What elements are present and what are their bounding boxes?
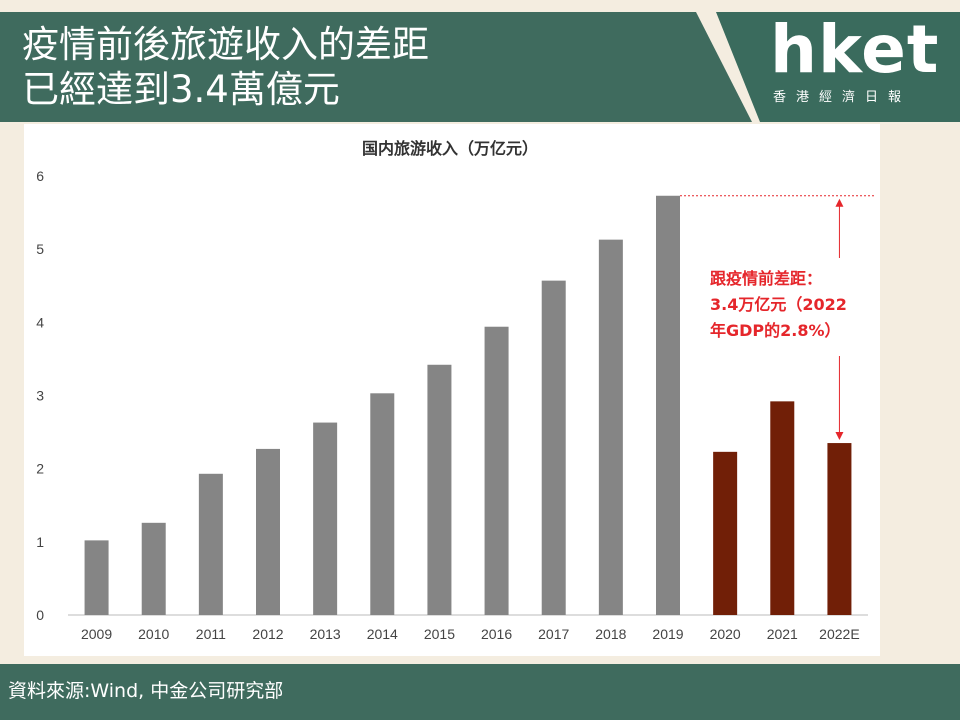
logo-box <box>716 12 960 122</box>
y-tick-label: 5 <box>36 241 44 257</box>
bar-2017 <box>541 280 566 615</box>
x-tick-label: 2015 <box>424 626 455 642</box>
headline-line-1: 疫情前後旅遊收入的差距 <box>22 23 429 66</box>
bar-2013 <box>313 422 338 615</box>
x-tick-label: 2010 <box>138 626 169 642</box>
bar-2011 <box>198 473 223 615</box>
bar-2016 <box>484 326 509 615</box>
arrow-down-head <box>835 432 844 441</box>
y-tick-label: 0 <box>36 607 44 623</box>
x-tick-label: 2021 <box>767 626 798 642</box>
bar-2009 <box>84 540 109 615</box>
x-tick-label: 2016 <box>481 626 512 642</box>
headline: 疫情前後旅遊收入的差距 已經達到3.4萬億元 <box>22 22 702 112</box>
headline-line-2: 已經達到3.4萬億元 <box>22 68 340 111</box>
annotation-line-1: 跟疫情前差距： <box>710 269 822 288</box>
y-tick-label: 1 <box>36 534 44 550</box>
annotation-line-2: 3.4万亿元（2022 <box>710 295 847 314</box>
bar-chart: 国内旅游收入（万亿元） 0 1 2 3 4 5 6 2009 2010 2011 2012 2013… <box>36 139 876 642</box>
annotation-line-3: 年GDP的2.8%） <box>710 321 841 340</box>
chart-title: 国内旅游收入（万亿元） <box>362 139 538 158</box>
x-tick-label: 2009 <box>81 626 112 642</box>
bar-2010 <box>141 522 166 615</box>
source-text: 資料來源:Wind, 中金公司研究部 <box>8 680 284 702</box>
bar-2015 <box>427 364 452 615</box>
bar-2022E <box>827 443 852 615</box>
bar-2021 <box>770 401 795 615</box>
x-tick-label: 2019 <box>652 626 683 642</box>
x-tick-label: 2020 <box>710 626 741 642</box>
bar-2019 <box>656 195 680 615</box>
x-tick-label: 2017 <box>538 626 569 642</box>
y-tick-label: 3 <box>36 388 44 404</box>
gap-annotation: 跟疫情前差距： 3.4万亿元（2022 年GDP的2.8%） <box>710 198 847 441</box>
bars <box>84 195 852 615</box>
x-axis: 2009 2010 2011 2012 2013 2014 2015 2016 2017 2018… <box>81 626 860 642</box>
source-bar: 資料來源:Wind, 中金公司研究部 <box>0 664 960 720</box>
header-banner <box>0 12 752 122</box>
hket-logo: hket <box>770 11 940 88</box>
x-tick-label: 2022E <box>819 626 859 642</box>
y-tick-label: 2 <box>36 461 44 477</box>
arrow-up-head <box>835 198 844 207</box>
y-tick-label: 6 <box>36 168 44 184</box>
chart-panel: 国内旅游收入（万亿元） 0 1 2 3 4 5 6 2009 2010 2011 2012 2013… <box>24 124 880 656</box>
y-axis: 0 1 2 3 4 5 6 <box>36 168 44 623</box>
bar-2014 <box>370 393 395 615</box>
x-tick-label: 2014 <box>367 626 398 642</box>
x-tick-label: 2011 <box>196 626 226 642</box>
y-tick-label: 4 <box>36 314 44 330</box>
bar-2020 <box>713 451 738 615</box>
x-tick-label: 2018 <box>595 626 626 642</box>
x-tick-label: 2013 <box>310 626 341 642</box>
x-tick-label: 2012 <box>252 626 283 642</box>
bar-2012 <box>256 448 280 615</box>
logo-subtitle: 香港經濟日報 <box>773 90 912 105</box>
bar-2018 <box>598 239 623 615</box>
